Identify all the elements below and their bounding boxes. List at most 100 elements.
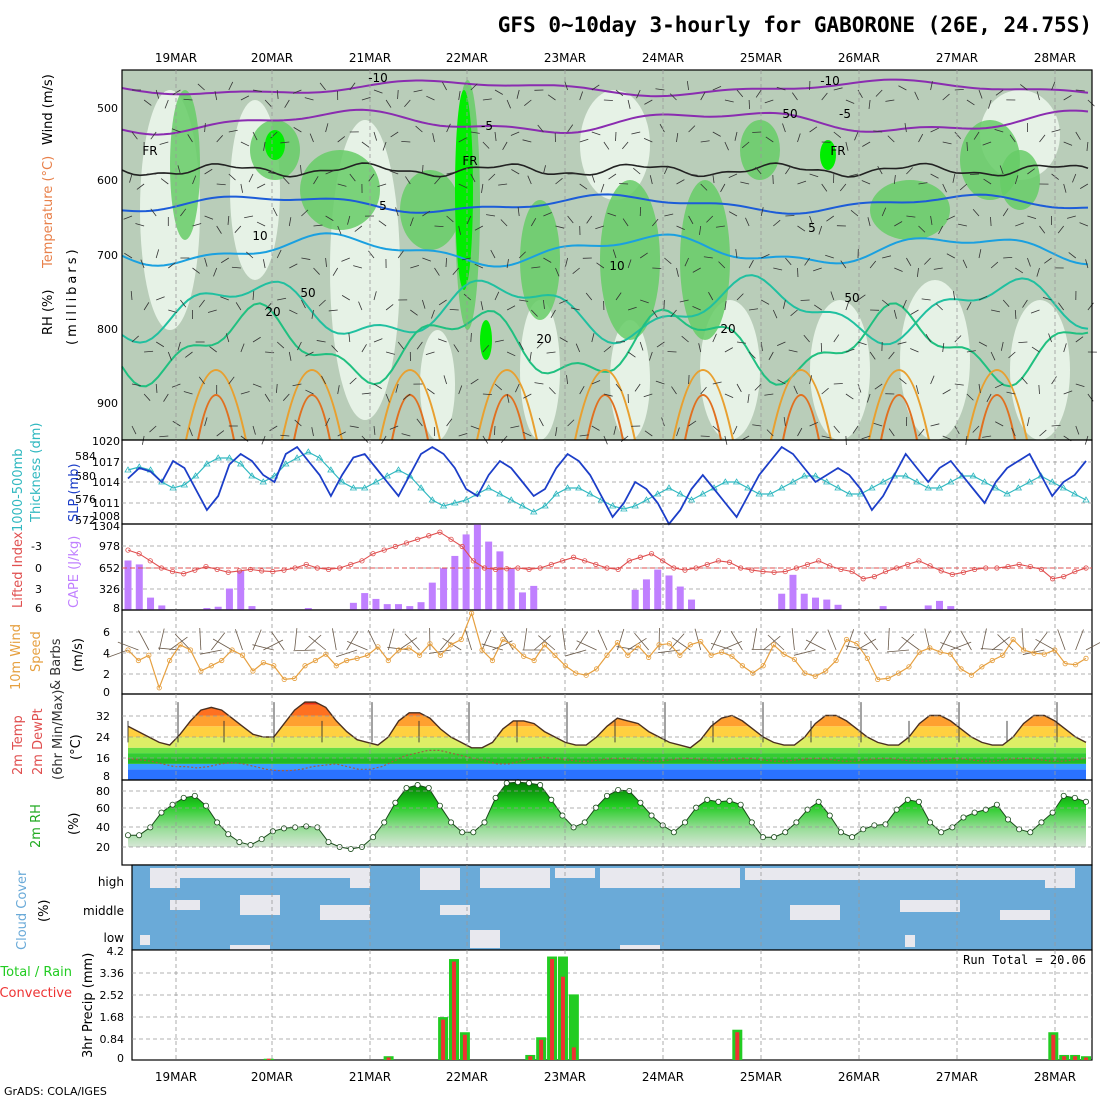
credit: GrADS: COLA/IGES [4, 1085, 107, 1098]
wind-barb [579, 138, 589, 143]
date-tick-label: 22MAR [446, 51, 488, 65]
wind-barb [377, 183, 387, 188]
wind-barb [1057, 629, 1066, 651]
wind-barb [972, 208, 980, 217]
cape-bar [935, 600, 943, 610]
wind-barb [248, 173, 254, 183]
cape-bar [654, 569, 662, 610]
precip-run-total: Run Total = 20.06 [963, 953, 1086, 967]
wind-barb [761, 299, 770, 305]
cape-li-panel: -3 0 3 6 1304 978 652 326 8 [31, 520, 1093, 615]
wind-barb [591, 173, 595, 183]
wind-barb [881, 207, 887, 217]
wind-barb [994, 383, 1004, 389]
wind-barb [395, 207, 399, 217]
contour-label: 50 [782, 107, 797, 121]
cape-bar [485, 541, 493, 610]
wind-barb [899, 378, 907, 385]
rh-point [370, 834, 377, 841]
wind-barb [643, 137, 653, 143]
lifted-index-point [827, 563, 833, 569]
date-tick-label: 28MAR [1034, 1070, 1076, 1084]
rh-point [225, 831, 232, 838]
tick-label: 900 [97, 397, 118, 410]
rh-moist-patch [170, 90, 200, 240]
wind-barb [123, 215, 133, 220]
rh-point [704, 796, 711, 803]
lifted-index-point [983, 565, 989, 571]
wind-barb [515, 383, 520, 393]
wind-barb [966, 350, 976, 353]
wind-barb [772, 309, 778, 319]
wind-speed-point [323, 651, 329, 657]
wind-barb [782, 299, 786, 309]
wind-barb [1033, 632, 1048, 651]
rh-point [648, 812, 655, 819]
wind-speed-point [479, 647, 485, 653]
wind-speed-point [823, 668, 829, 674]
wind-barb [438, 299, 447, 306]
wind-barb [262, 259, 266, 269]
thickness-point [1048, 478, 1056, 485]
wind-barb [536, 341, 544, 349]
wind-barb [325, 170, 335, 175]
wind-barb [341, 257, 350, 262]
thickness-point [654, 490, 662, 497]
wind-barb [453, 344, 460, 353]
panel-frame [121, 609, 1093, 695]
precip-ylabel1: Total / Rain [0, 965, 72, 980]
precip-convective-bar [560, 976, 565, 1060]
wind-barb [131, 131, 138, 140]
wind-barb [699, 225, 702, 235]
wind-barb [140, 259, 145, 269]
wind-barb [410, 309, 418, 316]
wind-barb [688, 173, 698, 176]
wind-barb [228, 81, 234, 91]
rh-point [670, 829, 677, 836]
wind-barb [458, 183, 468, 189]
precip-convective-bar [1073, 1056, 1078, 1060]
wind-barb [1014, 309, 1017, 320]
wind-barb [225, 333, 230, 343]
wind-barb [349, 377, 357, 385]
wind-barb [216, 225, 222, 234]
contour-label: 50 [300, 286, 315, 300]
slp-ylabel-left: 1000-500mb [11, 448, 26, 532]
thickness-point [631, 502, 639, 509]
clear-sky-block [230, 945, 270, 950]
wind-barb [235, 629, 243, 651]
tick-label: 3.36 [100, 967, 125, 980]
wind-barb [240, 141, 250, 147]
lifted-index-point [715, 558, 721, 564]
rh-point [258, 836, 265, 843]
wind-speed-point [708, 652, 714, 658]
cloud-cover-panel: high middle low [83, 864, 1093, 951]
lifted-index-point [526, 566, 532, 573]
temp-contour-30 [379, 369, 441, 441]
tick-label: 978 [99, 540, 120, 553]
wind-barb [797, 225, 806, 232]
rh-point [904, 796, 911, 803]
temp-contour-35 [782, 394, 820, 441]
wind-barb [620, 435, 629, 442]
wind-barb [510, 425, 520, 429]
wind-barb [659, 123, 665, 133]
wind-barb [204, 215, 214, 220]
wind-barb [839, 183, 847, 192]
precip-total-bar [568, 994, 579, 1060]
wind-barb [402, 393, 411, 400]
thickness-point [1059, 484, 1068, 491]
wind-barb [470, 173, 476, 183]
wind-barb [954, 88, 964, 91]
wind-barb [1075, 131, 1081, 140]
wind-barb [210, 632, 226, 651]
wind-barb [1002, 299, 1010, 308]
wind-barb [639, 341, 644, 351]
wind-barb [728, 173, 738, 179]
wind-barb [906, 257, 912, 266]
contour-label: 5 [808, 221, 816, 235]
wind-barb [1038, 384, 1040, 395]
thickness-point [1082, 496, 1090, 503]
rh-point [637, 799, 644, 806]
